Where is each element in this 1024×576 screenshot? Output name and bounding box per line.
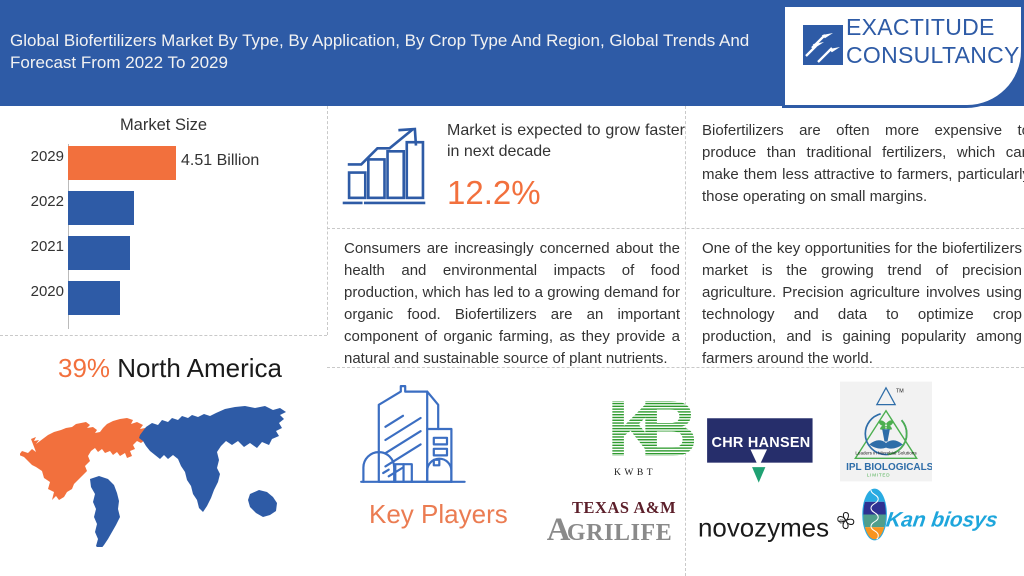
svg-text:CHR HANSEN: CHR HANSEN — [712, 435, 811, 451]
svg-text:Leaders in Microbial Solutions: Leaders in Microbial Solutions — [855, 451, 917, 456]
svg-text:LIMITED: LIMITED — [867, 473, 891, 478]
svg-text:TM: TM — [896, 388, 904, 394]
svg-text:novozymes: novozymes — [698, 515, 829, 543]
svg-text:Kan biosys: Kan biosys — [885, 508, 997, 531]
svg-text:KWBT: KWBT — [614, 467, 656, 478]
svg-text:TEXAS A&M: TEXAS A&M — [572, 498, 676, 517]
svg-text:IPL BIOLOGICALS: IPL BIOLOGICALS — [846, 462, 932, 473]
svg-text:GRILIFE: GRILIFE — [567, 520, 673, 546]
svg-text:B: B — [640, 385, 694, 473]
